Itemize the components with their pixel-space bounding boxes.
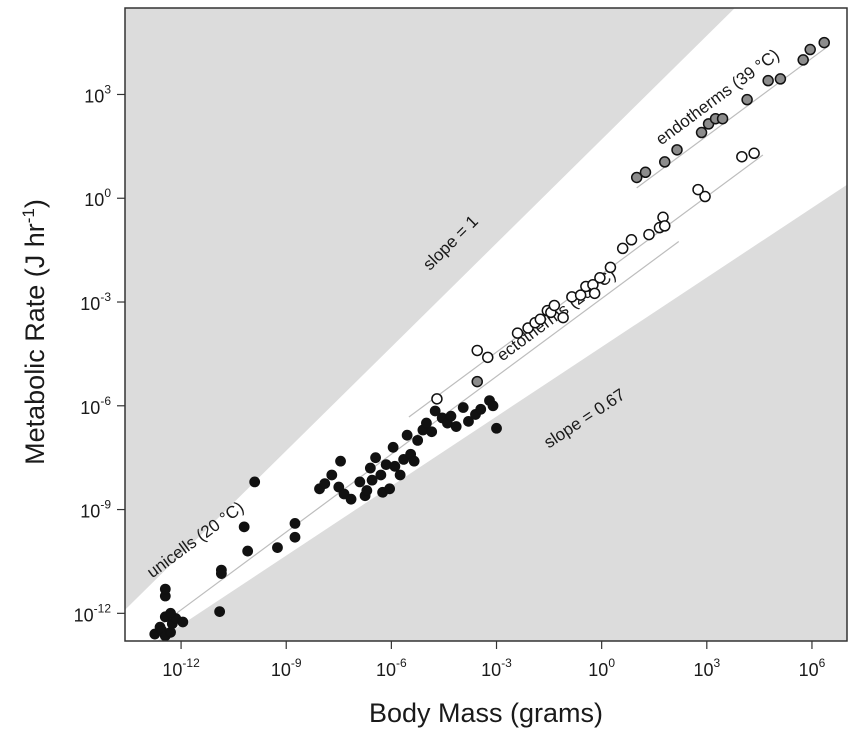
x-tick-label: 10-12: [162, 656, 200, 680]
unicell-point: [242, 545, 254, 557]
endotherm-point: [797, 54, 809, 66]
endotherm-point: [639, 166, 652, 179]
unicell-point: [401, 429, 413, 441]
ectotherm-point: [431, 393, 443, 405]
unicell-point: [177, 616, 189, 628]
unicell-point: [165, 607, 176, 619]
ectotherm-point: [548, 299, 561, 312]
unicell-point: [289, 531, 301, 543]
unicell-point: [289, 517, 301, 529]
unicell-point: [335, 455, 346, 467]
unicell-point: [491, 422, 502, 434]
shaded-bands: [125, 8, 847, 641]
ectotherm-point: [625, 234, 638, 246]
unicell-point: [426, 426, 438, 438]
unicell-point: [408, 455, 420, 467]
unicell-point: [389, 460, 401, 472]
lower-shaded-region: [157, 184, 847, 641]
unicell-point: [387, 441, 399, 453]
ectotherm-point: [748, 147, 760, 160]
endotherm-point: [695, 126, 708, 139]
y-axis-title-close: ): [20, 199, 50, 208]
x-tick-label: 10-9: [271, 656, 302, 680]
unicell-point: [345, 493, 357, 505]
endotherm-point: [716, 112, 729, 125]
x-tick-label: 10-6: [376, 656, 407, 680]
y-axis-title: Metabolic Rate (J hr-1): [19, 199, 50, 465]
unicell-point: [366, 474, 378, 486]
unicell-point: [463, 415, 474, 427]
y-tick-label: 10-12: [74, 601, 112, 625]
endotherm-point: [774, 73, 787, 85]
x-axis-title: Body Mass (grams): [369, 698, 603, 728]
x-tick-label: 100: [588, 656, 615, 680]
unicell-point: [370, 452, 381, 464]
data-points: [149, 36, 830, 641]
endotherm-point: [818, 36, 830, 49]
y-tick-label: 103: [84, 82, 111, 106]
y-tick-label: 100: [84, 186, 111, 210]
endotherm-point: [804, 43, 816, 56]
ectotherm-point: [658, 220, 671, 232]
ectotherm-point: [511, 327, 524, 339]
y-tick-label: 10-9: [80, 498, 111, 522]
unicell-point: [384, 483, 396, 495]
unicell-point: [249, 476, 261, 488]
ectotherm-point: [557, 311, 569, 324]
ectotherm-point: [588, 287, 601, 300]
unicell-point: [412, 434, 424, 446]
ectotherm-point: [471, 344, 483, 357]
unicell-point: [159, 583, 171, 595]
unicell-point: [354, 476, 366, 488]
unicell-point: [214, 606, 226, 617]
endotherm-point: [658, 156, 671, 168]
y-axis-title-sup: -1: [19, 208, 38, 223]
unicell-point: [238, 521, 250, 533]
unicell-point: [375, 469, 387, 481]
endotherm-point: [762, 74, 774, 87]
unicell-point: [445, 410, 457, 422]
unicell-point: [319, 478, 331, 490]
x-tick-label: 10-3: [481, 656, 512, 680]
unicell-point: [326, 469, 338, 481]
ectotherm-point: [594, 272, 606, 284]
unicell-point: [429, 405, 441, 417]
ectotherm-point: [604, 261, 617, 274]
ectotherm-point: [574, 289, 587, 301]
y-tick-label: 10-3: [80, 290, 111, 314]
unicell-point: [165, 626, 176, 638]
ectotherm-point: [482, 351, 494, 364]
unicell-point: [215, 568, 227, 579]
unicell-point: [487, 400, 499, 412]
x-tick-label: 106: [799, 656, 826, 680]
unicell-point: [380, 459, 392, 470]
unicell-point: [394, 469, 406, 481]
ectotherm-point: [699, 190, 711, 203]
x-axis-ticks: 10-12 10-9 10-6 10-3 100 103 106: [162, 641, 826, 680]
upper-shaded-region: [125, 8, 735, 610]
endotherm-point: [741, 93, 753, 106]
unicell-point: [364, 462, 376, 474]
y-axis-title-main: Metabolic Rate (J hr: [20, 223, 50, 465]
ectotherm-point: [534, 313, 547, 326]
unicell-point: [450, 421, 462, 432]
y-tick-label: 10-6: [80, 394, 111, 418]
ectotherm-point: [643, 228, 655, 241]
endotherm-point: [630, 171, 643, 184]
unicell-point: [421, 417, 432, 429]
ectotherm-point: [616, 242, 629, 255]
y-axis-ticks: 10-12 10-9 10-6 10-3 100 103: [74, 82, 125, 625]
x-tick-label: 103: [693, 656, 720, 680]
endotherm-point: [671, 144, 683, 156]
ectotherm-point: [736, 150, 748, 163]
ectotherm-point: [692, 183, 704, 196]
unicell-point: [475, 403, 487, 415]
unicell-point: [361, 485, 373, 496]
unicell-point: [457, 402, 469, 413]
endotherm-point: [471, 375, 483, 388]
unicell-point: [272, 542, 283, 554]
plot-frame: [124, 7, 848, 642]
